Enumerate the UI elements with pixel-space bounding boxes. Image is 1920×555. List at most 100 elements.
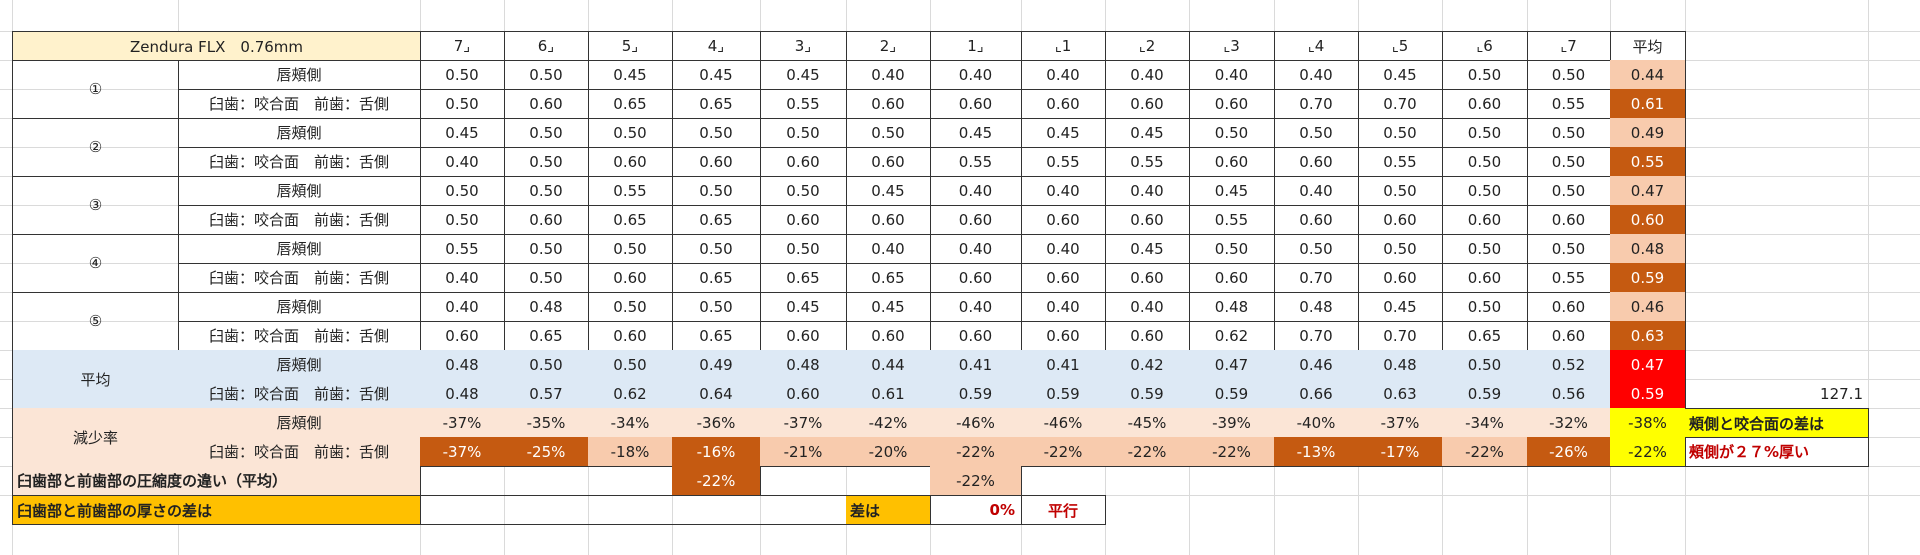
value-cell[interactable]: 0.65 — [846, 263, 931, 293]
value-cell[interactable]: 0.65 — [1442, 321, 1528, 351]
value-cell[interactable]: 0.56 — [1527, 379, 1611, 409]
value-cell[interactable]: 0.60 — [930, 205, 1022, 235]
value-cell[interactable]: 0.50 — [1442, 234, 1528, 264]
value-cell[interactable]: 0.60 — [1189, 147, 1275, 177]
value-cell[interactable]: 0.48 — [1274, 292, 1359, 322]
value-cell[interactable]: 0.50 — [1189, 118, 1275, 148]
value-cell[interactable]: 0.65 — [672, 205, 761, 235]
value-cell[interactable]: 0.45 — [760, 60, 847, 90]
value-cell[interactable]: 0.50 — [588, 292, 673, 322]
reduction-cell[interactable]: -42% — [846, 408, 931, 438]
value-cell[interactable]: 0.60 — [504, 205, 589, 235]
value-cell[interactable]: 0.50 — [1527, 118, 1611, 148]
value-cell[interactable]: 0.44 — [846, 350, 931, 380]
row-label-occlusal[interactable]: 臼歯：咬合面 前歯：舌側 — [178, 263, 421, 293]
reduction-cell[interactable]: -34% — [1442, 408, 1528, 438]
reduction-cell[interactable]: -16% — [672, 437, 761, 467]
value-cell[interactable]: 0.55 — [1527, 89, 1611, 119]
reduction-cell[interactable]: -20% — [846, 437, 931, 467]
value-cell[interactable]: 0.55 — [1527, 263, 1611, 293]
value-cell[interactable]: 0.50 — [672, 118, 761, 148]
value-cell[interactable]: 0.40 — [930, 234, 1022, 264]
value-cell[interactable]: 0.45 — [1358, 60, 1443, 90]
value-cell[interactable]: 0.70 — [1274, 321, 1359, 351]
value-cell[interactable]: 0.59 — [1021, 379, 1106, 409]
value-cell[interactable]: 0.60 — [1527, 292, 1611, 322]
value-cell[interactable]: 0.40 — [1021, 60, 1106, 90]
value-cell[interactable]: 0.40 — [1021, 292, 1106, 322]
value-cell[interactable]: 0.52 — [1527, 350, 1611, 380]
value-cell[interactable]: 0.45 — [1105, 118, 1190, 148]
group-label[interactable]: ⑤ — [12, 292, 179, 351]
header-cell[interactable]: ⌞3 — [1189, 31, 1275, 61]
value-cell[interactable]: 0.60 — [1021, 263, 1106, 293]
reduction-cell[interactable]: -35% — [504, 408, 589, 438]
value-cell[interactable]: 0.48 — [504, 292, 589, 322]
value-cell[interactable]: 0.59 — [930, 379, 1022, 409]
value-cell[interactable]: 0.48 — [420, 379, 505, 409]
row-label-buccal[interactable]: 唇頰側 — [178, 408, 421, 438]
reduction-cell[interactable]: -37% — [420, 437, 505, 467]
header-cell[interactable]: 1⌟ — [930, 31, 1022, 61]
reduction-cell[interactable]: -34% — [588, 408, 673, 438]
row-label-buccal[interactable]: 唇頰側 — [178, 176, 421, 206]
row-label-occlusal[interactable]: 臼歯：咬合面 前歯：舌側 — [178, 205, 421, 235]
value-cell[interactable]: 0.60 — [1527, 205, 1611, 235]
reduction-label[interactable]: 減少率 — [12, 408, 179, 467]
value-cell[interactable]: 0.50 — [588, 234, 673, 264]
value-cell[interactable]: 0.40 — [420, 292, 505, 322]
value-cell[interactable]: 0.63 — [1358, 379, 1443, 409]
value-cell[interactable]: 0.50 — [846, 118, 931, 148]
value-cell[interactable]: 0.40 — [420, 263, 505, 293]
row-label-occlusal[interactable]: 臼歯：咬合面 前歯：舌側 — [178, 147, 421, 177]
value-cell[interactable]: 0.50 — [672, 292, 761, 322]
value-cell[interactable]: 0.70 — [1274, 89, 1359, 119]
value-cell[interactable]: 0.40 — [930, 292, 1022, 322]
value-cell[interactable]: 0.60 — [672, 147, 761, 177]
average-cell[interactable]: 0.49 — [1610, 118, 1686, 148]
reduction-cell[interactable]: -22% — [1442, 437, 1528, 467]
value-cell[interactable]: 0.50 — [672, 176, 761, 206]
value-cell[interactable]: 0.57 — [504, 379, 589, 409]
average-cell[interactable]: 0.46 — [1610, 292, 1686, 322]
value-cell[interactable]: 0.50 — [672, 234, 761, 264]
value-cell[interactable]: 0.55 — [760, 89, 847, 119]
average-label[interactable]: 平均 — [12, 350, 179, 409]
value-cell[interactable]: 0.48 — [420, 350, 505, 380]
value-cell[interactable]: 0.50 — [1358, 176, 1443, 206]
value-cell[interactable]: 0.60 — [846, 89, 931, 119]
value-cell[interactable]: 0.50 — [504, 176, 589, 206]
value-cell[interactable]: 0.40 — [1021, 176, 1106, 206]
value-cell[interactable]: 0.60 — [1442, 205, 1528, 235]
side-value[interactable]: 127.1 — [1820, 385, 1863, 403]
value-cell[interactable]: 0.55 — [930, 147, 1022, 177]
header-cell[interactable]: 4⌟ — [672, 31, 761, 61]
group-label[interactable]: ① — [12, 60, 179, 119]
value-cell[interactable]: 0.65 — [760, 263, 847, 293]
value-cell[interactable]: 0.59 — [1442, 379, 1528, 409]
value-cell[interactable]: 0.50 — [1274, 234, 1359, 264]
value-cell[interactable]: 0.45 — [846, 176, 931, 206]
compression-anterior-cell[interactable]: -22% — [930, 466, 1022, 496]
value-cell[interactable]: 0.60 — [588, 147, 673, 177]
value-cell[interactable]: 0.62 — [588, 379, 673, 409]
reduction-cell[interactable]: -26% — [1527, 437, 1611, 467]
value-cell[interactable]: 0.50 — [504, 60, 589, 90]
value-cell[interactable]: 0.45 — [1105, 234, 1190, 264]
value-cell[interactable]: 0.60 — [1189, 89, 1275, 119]
header-cell[interactable]: ⌞1 — [1021, 31, 1106, 61]
value-cell[interactable]: 0.70 — [1358, 321, 1443, 351]
value-cell[interactable]: 0.50 — [1442, 118, 1528, 148]
value-cell[interactable]: 0.50 — [420, 205, 505, 235]
value-cell[interactable]: 0.41 — [930, 350, 1022, 380]
value-cell[interactable]: 0.59 — [1105, 379, 1190, 409]
value-cell[interactable]: 0.60 — [1105, 89, 1190, 119]
value-cell[interactable]: 0.50 — [760, 176, 847, 206]
value-cell[interactable]: 0.70 — [1358, 89, 1443, 119]
value-cell[interactable]: 0.60 — [588, 263, 673, 293]
value-cell[interactable]: 0.50 — [1527, 147, 1611, 177]
value-cell[interactable]: 0.42 — [1105, 350, 1190, 380]
value-cell[interactable]: 0.50 — [504, 263, 589, 293]
diff-value-cell[interactable]: 0% — [930, 495, 1022, 525]
value-cell[interactable]: 0.45 — [846, 292, 931, 322]
